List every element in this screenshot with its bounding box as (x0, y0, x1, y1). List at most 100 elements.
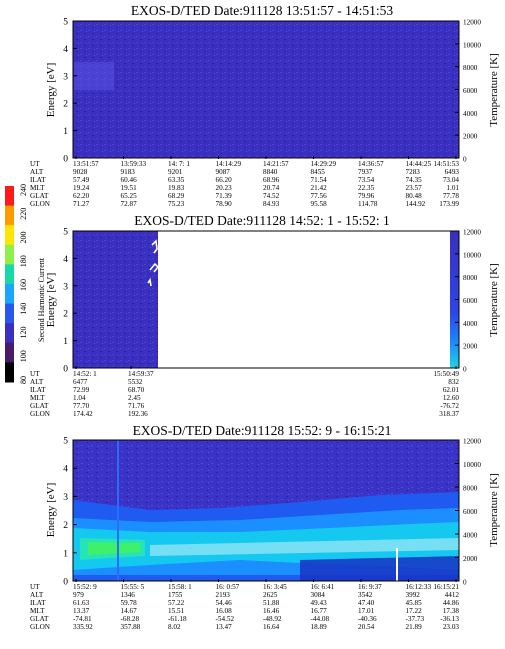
row-label: UT (30, 370, 40, 378)
cell-glat: 68.29 (168, 192, 185, 200)
cell-mlt: 20.74 (263, 184, 280, 192)
cell-alt: 7937 (358, 168, 373, 176)
cell-ut: 14:51:53 (433, 160, 459, 168)
panel-1-heatmap (73, 21, 459, 158)
cell-alt: 832 (448, 378, 459, 386)
cell-ut: 14:21:57 (263, 160, 289, 168)
cell-alt: 8840 (263, 168, 278, 176)
colorbar-swatch (5, 362, 14, 383)
panel-3-low-dark (300, 556, 459, 581)
colorbar-swatch (5, 186, 14, 207)
panel-3-band-core-green (88, 542, 140, 555)
panel-3-ylabel: Energy [eV] (45, 483, 57, 537)
colorbar-tick: 140 (19, 303, 28, 315)
y-tick-label: 2 (63, 310, 68, 320)
y2-tick-label: 4000 (463, 532, 478, 540)
cell-ut: 14:29:29 (311, 160, 337, 168)
y2-tick-label: 2000 (463, 343, 478, 351)
y2-tick-label: 12000 (463, 438, 481, 446)
cell-glat: -61.18 (168, 615, 187, 623)
cell-mlt: 22.35 (358, 184, 375, 192)
row-label: GLAT (30, 615, 49, 623)
cell-glon: 357.88 (121, 623, 141, 631)
cell-glon: 192.36 (128, 410, 148, 418)
cell-glat: 71.39 (216, 192, 233, 200)
cell-mlt: 2.45 (128, 394, 141, 402)
cell-ilat: 44.86 (443, 599, 460, 607)
cell-alt: 6477 (73, 378, 88, 386)
cell-mlt: 1.04 (73, 394, 86, 402)
cell-ilat: 54.46 (216, 599, 233, 607)
y-tick-label: 2 (63, 100, 68, 110)
cell-glon: 23.03 (443, 623, 460, 631)
cell-alt: 5532 (128, 378, 143, 386)
colorbar-tick: 180 (19, 255, 28, 267)
colorbar-swatch (5, 205, 14, 226)
cell-mlt: 19.51 (121, 184, 138, 192)
y2-tick-label: 6000 (463, 87, 478, 95)
y-tick-label: 3 (63, 282, 68, 292)
cell-glat: -54.52 (216, 615, 235, 623)
cell-alt: 8455 (311, 168, 326, 176)
y-tick-label: 2 (63, 521, 68, 531)
cell-alt: 4412 (445, 591, 460, 599)
cell-mlt: 17.01 (358, 607, 375, 615)
cell-ut: 14:14:29 (216, 160, 242, 168)
cell-mlt: 20.23 (216, 184, 233, 192)
y2-tick-label: 12000 (463, 229, 481, 237)
row-label: GLON (30, 200, 51, 208)
row-label: GLAT (30, 192, 49, 200)
cell-alt: 9201 (168, 168, 183, 176)
y2-tick-label: 2000 (463, 133, 478, 141)
cell-ilat: 57.49 (73, 176, 90, 184)
cell-glat: 80.48 (406, 192, 423, 200)
y2-tick-label: 8000 (463, 64, 478, 72)
y-tick-label: 3 (63, 72, 68, 82)
colorbar-tick: 160 (19, 279, 28, 291)
y-tick-label: 1 (63, 337, 68, 347)
cell-ilat: 60.46 (121, 176, 138, 184)
y2-tick-label: 10000 (463, 251, 481, 259)
row-label: GLON (30, 623, 51, 631)
cell-alt: 6493 (445, 168, 460, 176)
panel-1-lowenergy-patch (74, 62, 114, 90)
y2-tick-label: 10000 (463, 41, 481, 49)
cell-alt: 2625 (263, 591, 278, 599)
cell-ut: 15:55: 5 (121, 583, 145, 591)
cell-glon: 20.54 (358, 623, 375, 631)
y-tick-label: 0 (63, 578, 68, 588)
cell-mlt: 1.01 (446, 184, 459, 192)
row-label: UT (30, 160, 40, 168)
panel-1-y2label: Temperature [K] (488, 53, 500, 126)
y-tick-label: 3 (63, 493, 68, 503)
cell-ut: 16: 6:41 (311, 583, 335, 591)
cell-alt: 9087 (216, 168, 231, 176)
panel-1-ylabel: Energy [eV] (45, 63, 57, 117)
y-tick-label: 4 (63, 255, 68, 265)
y2-tick-label: 6000 (463, 297, 478, 305)
y-tick-label: 1 (63, 549, 68, 559)
cell-ut: 16: 9:37 (358, 583, 382, 591)
cell-ut: 16:12:33 (406, 583, 432, 591)
cell-ilat: 72.99 (73, 386, 90, 394)
row-label: MLT (30, 184, 45, 192)
cell-ilat: 71.54 (311, 176, 328, 184)
row-label: GLON (30, 410, 51, 418)
row-label: ILAT (30, 386, 46, 394)
cell-mlt: 19.24 (73, 184, 90, 192)
panel-3-y2label: Temperature [K] (488, 473, 500, 546)
cell-glat: -36.13 (440, 615, 459, 623)
y2-tick-label: 0 (463, 366, 467, 374)
cell-ut: 14: 7: 1 (168, 160, 190, 168)
colorbar-tick: 80 (19, 376, 28, 384)
cell-ut: 13:51:57 (73, 160, 99, 168)
panel-1-orbit-table: UTALTILATMLTGLATGLON13:51:57902857.4919.… (30, 156, 459, 208)
cell-ilat: 62.01 (443, 386, 460, 394)
colorbar-swatch (5, 284, 14, 305)
cell-glon: 144.92 (406, 200, 426, 208)
y2-tick-label: 0 (463, 579, 467, 587)
cell-alt: 7283 (406, 168, 421, 176)
